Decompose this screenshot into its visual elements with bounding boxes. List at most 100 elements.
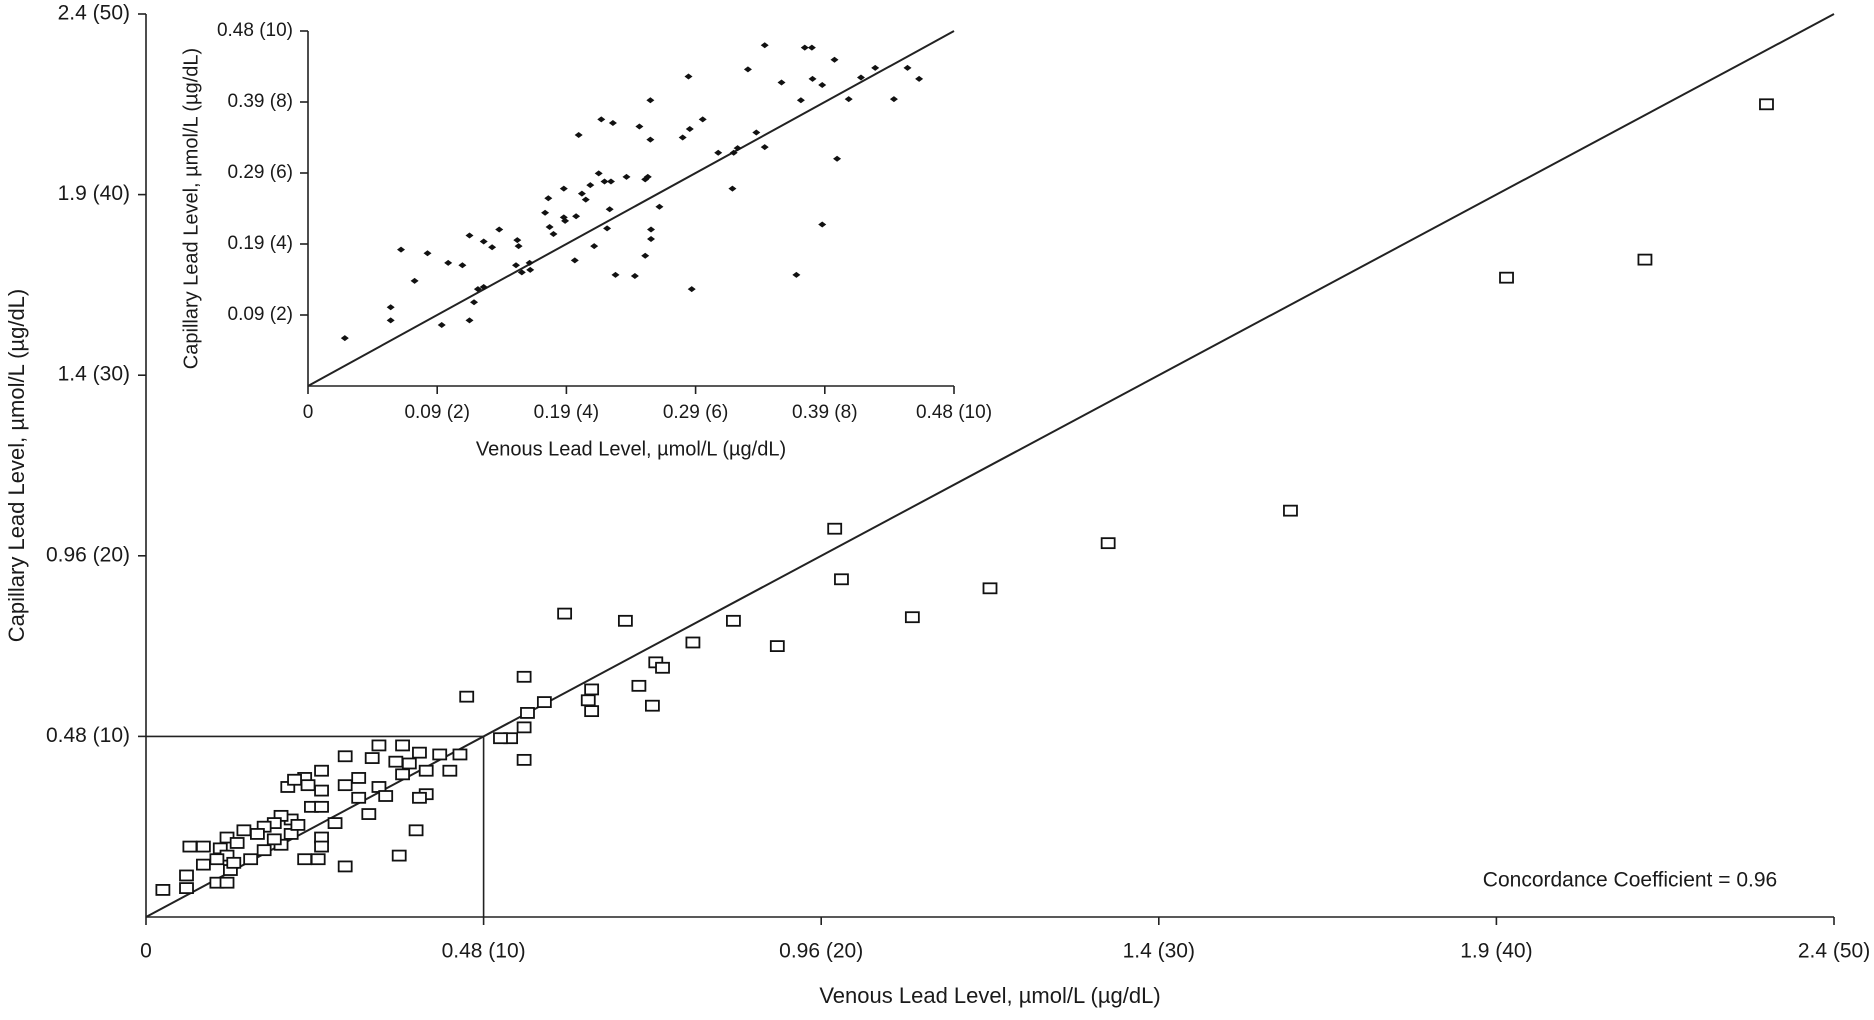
data-point [310,853,326,866]
data-point [479,283,488,290]
data-point [590,243,599,250]
data-point [608,119,617,126]
x-tick-label: 0.48 (10) [442,940,526,963]
data-point [889,96,898,103]
data-point [388,755,404,768]
x-tick-label: 0.96 (20) [779,940,863,963]
data-point [526,266,535,273]
data-point [833,155,842,162]
data-point [432,748,448,761]
data-point [698,116,707,123]
data-point [685,636,701,649]
data-point [395,768,410,781]
data-point [678,134,687,141]
data-point [549,231,558,238]
x-tick-label: 0 [303,402,314,423]
data-point [314,800,329,813]
data-point [834,573,849,586]
data-point [904,611,920,624]
data-point [729,149,738,156]
x-tick-label: 0.29 (6) [663,402,728,423]
data-point [844,96,853,103]
data-point [423,250,432,257]
data-point [437,321,446,328]
data-point [514,243,523,250]
data-point [195,858,211,871]
data-point [643,173,652,180]
data-point [458,262,467,269]
data-point [541,209,550,216]
data-point [856,74,865,81]
x-tick-label: 1.9 (40) [1460,940,1532,963]
data-point [256,844,272,857]
data-point [395,739,410,752]
data-point [631,679,647,692]
data-point [752,129,761,136]
data-point [219,876,235,889]
data-point [584,705,600,718]
data-point [818,81,827,88]
data-point [297,853,313,866]
data-point [726,614,741,627]
data-point [520,707,535,719]
data-point [418,764,434,777]
data-point [1637,253,1653,266]
data-point [465,317,474,324]
data-point [229,837,245,849]
data-point [266,833,282,846]
data-point [386,304,395,311]
data-point [364,752,380,764]
data-point [410,277,419,284]
data-point [641,252,650,259]
data-point [617,614,633,627]
data-point [236,824,252,837]
data-point [818,221,827,228]
data-point [769,640,785,652]
data-point [574,132,583,139]
y-tick-label: 0.48 (10) [46,724,130,747]
data-point [827,522,843,535]
y-tick-label: 0.96 (20) [46,543,130,566]
data-point [397,246,406,253]
data-point [412,746,427,759]
data-point [516,670,532,683]
data-point [685,125,694,132]
y-tick-label: 2.4 (50) [58,2,130,25]
annotation: Concordance Coefficient = 0.96 [1483,869,1777,892]
data-point [645,699,660,712]
data-point [327,817,343,829]
x-tick-label: 0.19 (4) [534,402,599,423]
data-point [606,178,615,185]
x-tick-label: 0.39 (8) [792,402,857,423]
data-point [412,791,427,804]
data-point [401,757,417,770]
x-tick-label: 2.4 (50) [1798,940,1870,963]
y-axis-label: Capillary Lead Level, µmol/L (µg/dL) [4,289,29,642]
data-point [635,123,644,130]
data-point [733,145,742,152]
x-tick-label: 0.48 (10) [916,402,992,423]
data-point [655,661,670,674]
data-point [808,75,817,82]
data-point [155,884,171,896]
y-tick-label: 0.48 (10) [217,20,293,41]
data-point [559,185,568,192]
data-point [182,840,198,853]
data-point [371,739,387,752]
data-point [465,232,474,239]
data-point [337,750,353,763]
data-point [600,178,609,185]
y-tick-label: 0.19 (4) [228,233,293,254]
data-point [545,223,554,230]
x-tick-label: 0.09 (2) [404,402,469,423]
y-tick-label: 0.29 (6) [228,162,293,183]
data-point [479,238,488,245]
data-point [361,808,377,820]
data-point [517,269,526,276]
data-point [516,753,532,766]
data-point [452,748,468,761]
data-point [581,196,590,203]
data-point [577,190,586,197]
